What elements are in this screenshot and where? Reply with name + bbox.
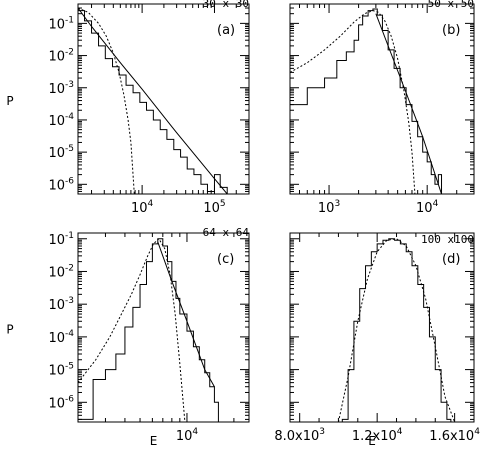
y-tick-label-c: 10-4 — [48, 329, 74, 346]
x-tick-label-b: 103 — [318, 199, 340, 216]
series-histogram-c — [78, 238, 219, 422]
x-tick-label-a: 104 — [131, 199, 154, 216]
series-dashed-d — [337, 238, 456, 422]
x-tick-label-b: 104 — [416, 199, 439, 216]
series-dashed-a — [78, 7, 135, 194]
y-tick-label-a: 10-3 — [48, 80, 74, 97]
y-tick-label-a: 10-1 — [48, 15, 74, 32]
y-axis-label-a: P — [6, 94, 13, 108]
x-tick-label-d: 8.0x103 — [274, 427, 325, 444]
y-tick-label-c: 10-5 — [48, 362, 74, 379]
y-tick-label-a: 10-4 — [48, 112, 74, 129]
y-tick-label-c: 10-1 — [48, 231, 74, 248]
panel-b-frame — [289, 3, 475, 195]
x-tick-label-a: 105 — [203, 199, 225, 216]
series-histogram-a — [78, 10, 232, 194]
x-tick-label-d: 1.2x104 — [352, 427, 403, 444]
series-solid-a — [78, 7, 228, 194]
panel-a: (a) 30 x 30 10-1 10-2 10-3 10-4 10-5 10-6 104 105… — [6, 0, 250, 216]
x-axis-label-c: E — [150, 434, 158, 448]
x-tick-label-d: 1.6x104 — [429, 427, 480, 444]
panel-title-c: 64 x 64 — [203, 226, 250, 239]
panel-tag-b: (b) — [442, 23, 460, 38]
series-dashed-b — [290, 10, 416, 194]
y-tick-label-c: 10-3 — [48, 296, 74, 313]
x-axis-label-d: E — [368, 434, 376, 448]
y-tick-label-a: 10-5 — [48, 144, 74, 161]
panel-b: (b) 50 x 50 103 104 — [289, 0, 475, 216]
series-histogram-d — [341, 238, 452, 422]
panel-tag-a: (a) — [217, 23, 235, 38]
y-tick-label-a: 10-6 — [48, 176, 74, 193]
panel-c: (c) 64 x 64 10-1 10-2 10-3 10-4 10-5 10-6 104 P E — [6, 226, 250, 448]
panel-d: (d) 100 x100 8.0x103 1.2x104 1.6x104 E — [274, 232, 480, 448]
series-solid-b — [375, 13, 442, 194]
panel-title-b: 50 x 50 — [428, 0, 474, 10]
series-histogram-b — [290, 8, 446, 194]
panel-title-a: 30 x 30 — [203, 0, 249, 10]
y-axis-label-c: P — [6, 323, 13, 337]
panel-tag-d: (d) — [442, 252, 460, 267]
series-dashed-c — [78, 237, 186, 422]
y-tick-label-c: 10-6 — [48, 394, 74, 411]
panel-title-d: 100 x100 — [421, 233, 474, 246]
series-solid-c — [157, 241, 215, 387]
y-tick-label-c: 10-2 — [48, 263, 74, 280]
y-tick-label-a: 10-2 — [48, 48, 74, 65]
x-tick-label-c: 104 — [176, 427, 199, 444]
panel-tag-c: (c) — [217, 252, 234, 267]
